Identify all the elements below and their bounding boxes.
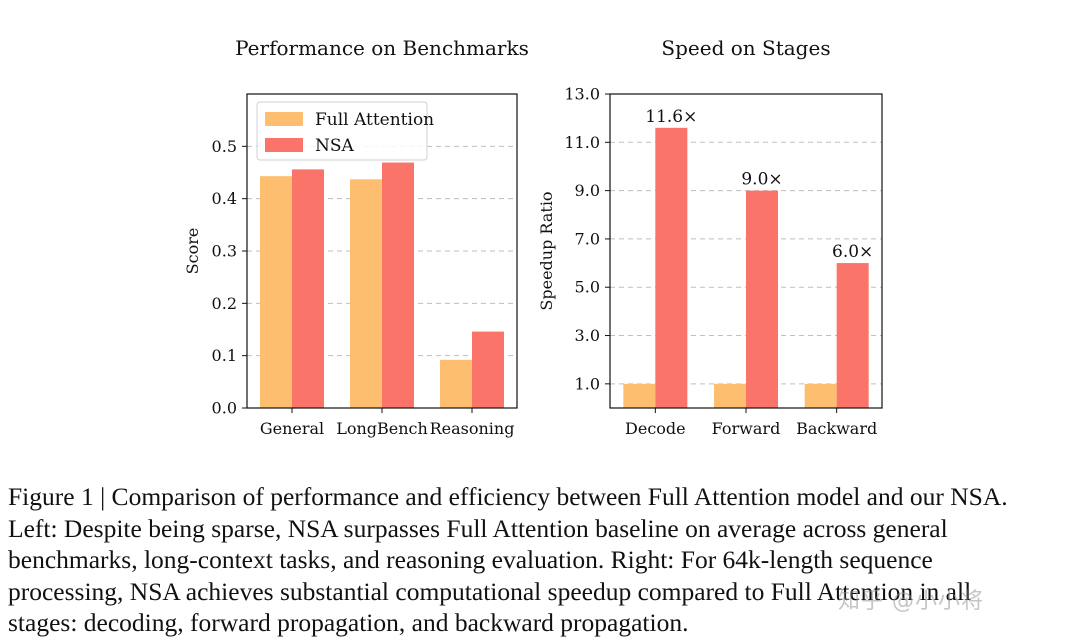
bar-nsa-reasoning	[472, 331, 504, 408]
y-tick-label: 3.0	[575, 326, 600, 345]
bar-nsa-forward	[746, 190, 778, 408]
y-tick-label: 5.0	[575, 278, 600, 297]
plot-frame	[246, 93, 518, 409]
x-tick-label: Forward	[712, 419, 781, 438]
x-tick-label: Reasoning	[430, 419, 515, 438]
y-tick-label: 0.1	[212, 346, 237, 365]
caption-line: Figure 1 | Comparison of performance and…	[8, 482, 1008, 511]
watermark: 知乎 @小小将	[838, 589, 984, 614]
legend-label-nsa: NSA	[315, 136, 355, 156]
data-label: 6.0×	[832, 242, 873, 262]
legend-label-full-attention: Full Attention	[315, 110, 434, 130]
bar-full-attention-forward	[714, 383, 746, 408]
caption-line: processing, NSA achieves substantial com…	[8, 576, 972, 606]
chart-performance-on-benchmarks: 0.0 0.1 0.2 0.3 0.4 0.5 General LongBench Reason…	[183, 36, 529, 438]
y-tick-label: 0.5	[212, 137, 237, 156]
bar-full-attention-decode	[623, 383, 656, 408]
figure: 0.0 0.1 0.2 0.3 0.4 0.5 General LongBench Reason…	[183, 36, 883, 438]
data-label: 9.0×	[741, 170, 782, 190]
x-tick-label: Decode	[625, 419, 686, 438]
bar-nsa-decode	[655, 127, 688, 409]
bar-nsa-general	[292, 169, 324, 408]
y-tick-label: 1.0	[575, 374, 600, 393]
chart-title: Performance on Benchmarks	[235, 36, 529, 60]
figure-caption: Figure 1 | Comparison of performance and…	[8, 481, 1074, 639]
plot-frame	[609, 93, 883, 409]
caption-line: benchmarks, long-context tasks, and reas…	[8, 545, 933, 574]
caption-line: Left: Despite being sparse, NSA surpasse…	[8, 513, 948, 543]
data-label: 11.6×	[645, 107, 697, 127]
y-tick-label: 0.3	[212, 242, 237, 261]
y-tick-label: 9.0	[575, 181, 600, 200]
y-tick-label: 0.0	[212, 399, 237, 418]
bar-nsa-backward	[836, 263, 869, 408]
bar-full-attention-backward	[804, 383, 837, 408]
y-tick-label: 13.0	[564, 85, 600, 104]
bar-full-attention-reasoning	[440, 359, 472, 408]
bar-full-attention-general	[260, 176, 292, 408]
bar-nsa-longbench	[382, 162, 414, 408]
chart-speed-on-stages: 1.0 3.0 5.0 7.0 9.0 11.0 13.0 11.6× Decode 9.0× Fo…	[537, 36, 883, 438]
bar-full-attention-longbench	[350, 179, 382, 408]
chart-title: Speed on Stages	[661, 36, 830, 60]
legend-swatch-full-attention	[265, 112, 303, 126]
x-tick-label: General	[260, 419, 324, 438]
y-tick-label: 7.0	[575, 229, 600, 248]
legend-swatch-nsa	[265, 138, 303, 152]
y-axis-label: Speedup Ratio	[537, 191, 556, 310]
y-tick-label: 11.0	[564, 133, 600, 152]
x-tick-label: Backward	[796, 419, 877, 438]
y-tick-label: 0.2	[212, 294, 237, 313]
caption-line: stages: decoding, forward propagation, a…	[8, 608, 689, 637]
x-tick-label: LongBench	[336, 419, 428, 438]
y-axis-label: Score	[183, 228, 202, 275]
y-tick-label: 0.4	[212, 189, 237, 208]
